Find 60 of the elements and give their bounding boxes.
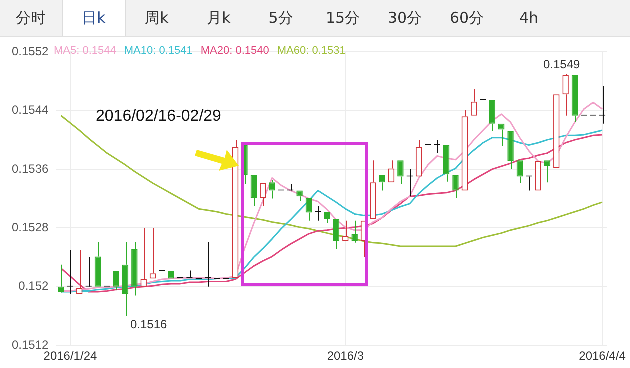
y-tick-label: 0.1544	[12, 103, 50, 118]
candlestick	[113, 271, 120, 292]
candlestick	[498, 124, 505, 146]
candlestick	[232, 140, 239, 278]
annotation: 0.1516	[130, 318, 168, 332]
text: 30分	[386, 8, 424, 29]
candlestick	[562, 74, 569, 116]
candlestick	[342, 220, 349, 242]
candlestick	[260, 183, 266, 207]
candlestick	[398, 160, 404, 185]
candlestick	[132, 242, 138, 296]
candlestick	[489, 100, 496, 132]
annotation: 0.1549	[543, 57, 580, 72]
x-tick-label: 2016/4/4	[579, 349, 626, 364]
candlestick	[94, 242, 102, 287]
text: 15分	[324, 8, 362, 29]
y-tick-label: 0.1552	[12, 44, 50, 58]
x-tick-label: 2016/1/24	[44, 349, 98, 364]
candlestick	[58, 264, 64, 292]
candlestick	[388, 160, 395, 183]
candlestick	[296, 190, 303, 202]
candlestick	[370, 160, 376, 220]
candlestick	[269, 180, 276, 200]
candlestick	[544, 160, 551, 184]
candlestick	[416, 140, 422, 177]
candlestick	[150, 228, 156, 279]
text: 周k	[144, 8, 170, 29]
text: 60分	[448, 8, 486, 29]
text: MA5: 0.1544	[54, 45, 116, 57]
text: MA20: 0.1540	[200, 45, 270, 57]
candlestick	[462, 109, 468, 191]
text: 月k	[206, 8, 232, 29]
candlestick	[324, 212, 330, 224]
candlestick	[554, 94, 560, 168]
y-tick-label: 0.1512	[12, 338, 50, 352]
y-tick-label: 0.1536	[12, 162, 50, 176]
candlestick	[452, 175, 459, 199]
candlestick	[76, 250, 83, 294]
text: MA60: 0.1531	[277, 45, 346, 57]
candlestick	[572, 75, 578, 123]
candlestick	[516, 160, 524, 184]
candlestick	[250, 175, 258, 207]
candlestick	[443, 145, 450, 182]
y-tick-label: 0.1528	[12, 220, 50, 234]
x-tick-label: 2016/3	[327, 349, 364, 364]
candlestick	[508, 131, 514, 170]
candlestick	[306, 198, 312, 222]
candlestick	[140, 228, 147, 287]
candlestick	[535, 161, 542, 191]
text: MA10: 0.1541	[124, 45, 193, 57]
text: 分时	[15, 8, 47, 29]
candlestick	[379, 175, 386, 192]
y-tick-label: 0.152	[18, 279, 50, 294]
candlestick	[470, 88, 478, 116]
annotation: 2016/02/16-02/29	[96, 108, 222, 126]
text: 5分	[268, 8, 294, 29]
text: 日k	[62, 0, 126, 36]
candlestick	[122, 242, 129, 317]
text: 4h	[518, 8, 540, 29]
candlestick	[333, 219, 340, 250]
